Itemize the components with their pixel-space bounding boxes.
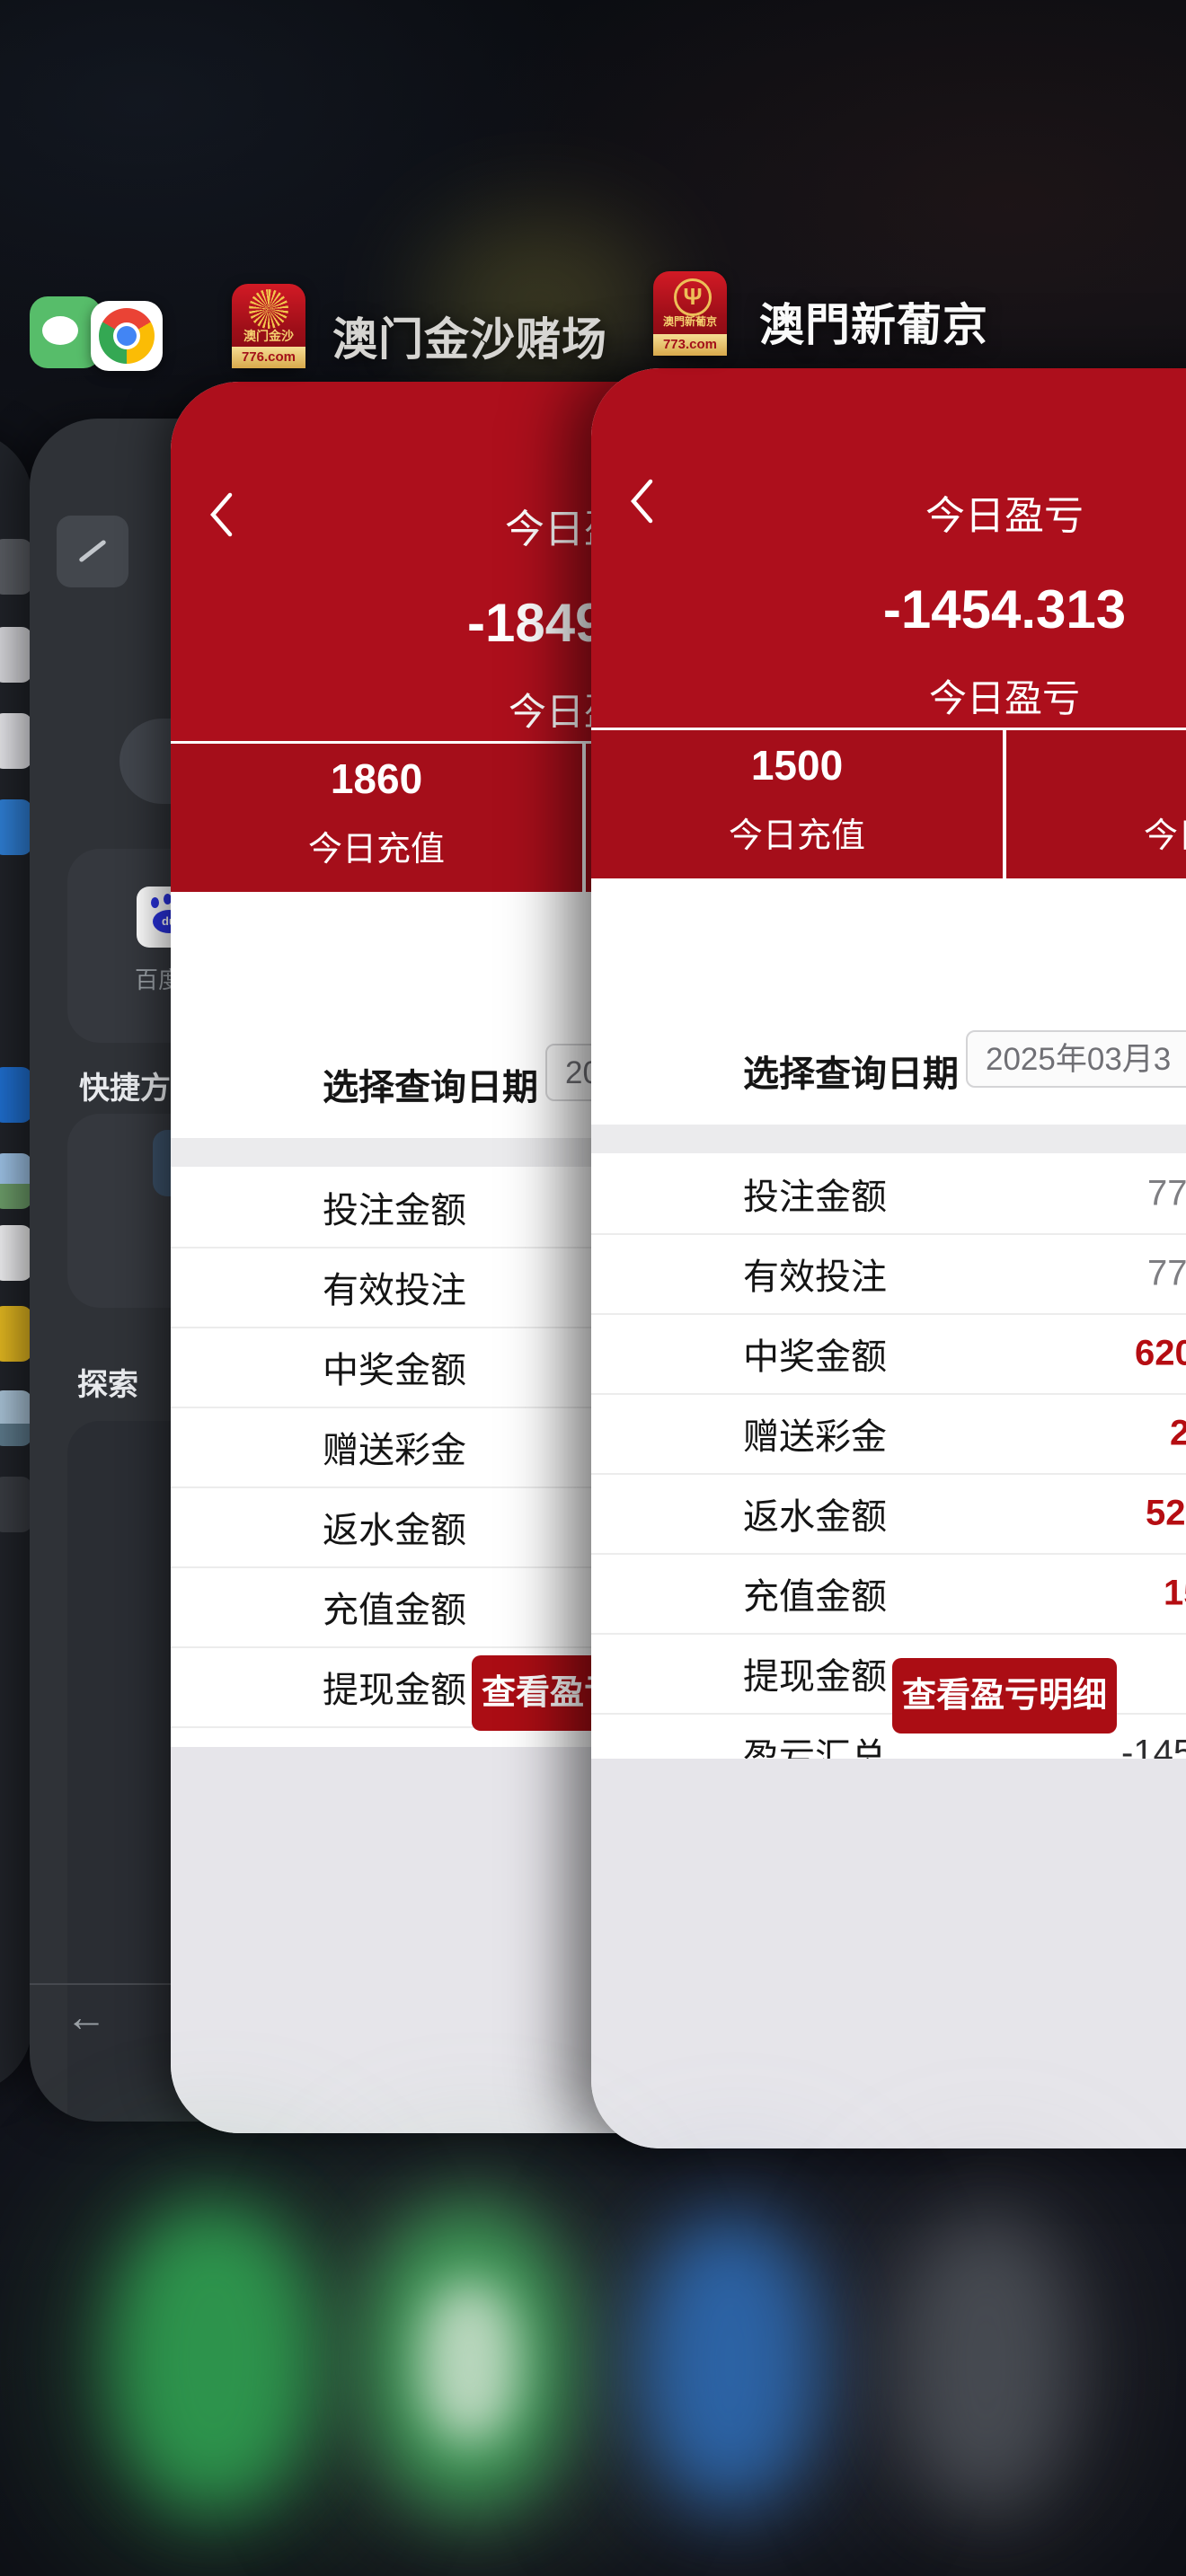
jinsha-icon-domain: 776.com xyxy=(232,347,305,368)
row-label: 有效投注 xyxy=(323,1270,466,1310)
app-card-strip[interactable] xyxy=(0,431,32,2093)
baidu-icon xyxy=(151,897,159,908)
wallpaper-glow xyxy=(422,216,656,386)
report-header: 今日盈亏 -1454.313 今日盈亏 1500 今日充值 今日提现 xyxy=(591,368,1186,878)
chrome-app-icon[interactable] xyxy=(91,301,163,371)
recharge-label: 今日充值 xyxy=(728,817,865,855)
row-label: 提现金额 xyxy=(743,1656,887,1697)
row-label: 充值金额 xyxy=(743,1576,887,1617)
recharge-value: 1500 xyxy=(750,742,844,789)
recharge-label: 今日充值 xyxy=(307,831,445,869)
xinpujing-app-icon[interactable]: Ψ 澳門新葡京 773.com xyxy=(653,271,727,356)
row-value: 77 xyxy=(1147,1253,1186,1292)
date-picker-label: 选择查询日期 xyxy=(743,1054,959,1094)
xinpujing-icon-domain: 773.com xyxy=(653,334,727,356)
row-label: 返水金额 xyxy=(323,1510,466,1550)
row-label: 充值金额 xyxy=(323,1590,466,1630)
mini-app-icon xyxy=(0,1306,32,1362)
mini-app-icon xyxy=(0,1477,32,1532)
back-chevron-icon[interactable] xyxy=(629,478,654,529)
wechat-bubble-icon xyxy=(42,316,78,345)
row-label: 投注金额 xyxy=(743,1177,887,1217)
mini-app-icon xyxy=(0,799,32,855)
mini-app-icon xyxy=(0,627,32,683)
stats-divider xyxy=(1003,730,1006,878)
dock-icon-green[interactable] xyxy=(112,2205,314,2510)
dock-icon-green-2-center xyxy=(420,2281,519,2443)
mini-app-icon xyxy=(0,1390,32,1446)
recharge-value: 1860 xyxy=(330,755,423,802)
chrome-logo-icon xyxy=(99,308,155,364)
row-label: 有效投注 xyxy=(743,1257,887,1297)
row-label: 赠送彩金 xyxy=(323,1430,466,1470)
edit-shortcuts-button[interactable] xyxy=(57,516,128,587)
row-label: 提现金额 xyxy=(323,1670,466,1710)
date-picker-input[interactable]: 2025年03月3 xyxy=(966,1030,1186,1088)
mini-app-icon xyxy=(0,713,32,769)
explore-heading: 探索 xyxy=(77,1368,138,1402)
profit-value: -1849 xyxy=(467,593,606,653)
row-label: 中奖金额 xyxy=(743,1337,887,1377)
row-value: 15 xyxy=(1164,1573,1186,1612)
date-picker-label: 选择查询日期 xyxy=(323,1068,538,1107)
stats-divider xyxy=(582,744,586,892)
row-label: 赠送彩金 xyxy=(743,1416,887,1457)
chrome-logo-icon xyxy=(117,326,137,346)
app-card-xinpujing[interactable]: 今日盈亏 -1454.313 今日盈亏 1500 今日充值 今日提现 选择查询日… xyxy=(591,368,1186,2148)
row-label: 中奖金额 xyxy=(323,1350,466,1390)
sunburst-icon xyxy=(249,289,288,329)
mini-app-icon xyxy=(0,1067,32,1123)
xinpujing-card-title: 澳門新葡京 xyxy=(759,300,988,350)
jinsha-app-icon[interactable]: 澳门金沙 776.com xyxy=(232,284,305,368)
row-value: 2 xyxy=(1170,1413,1186,1452)
withdraw-label: 今日提现 xyxy=(1143,817,1186,855)
mini-app-icon xyxy=(0,539,32,595)
row-value: 52 xyxy=(1146,1493,1186,1532)
profit-value: -1454.313 xyxy=(882,579,1127,640)
xinpujing-icon-text: 澳門新葡京 xyxy=(662,315,717,328)
back-chevron-icon[interactable] xyxy=(208,491,234,543)
dock-icon-blue[interactable] xyxy=(642,2219,818,2506)
browser-back-icon[interactable]: ← xyxy=(66,1993,107,2040)
row-label: 返水金额 xyxy=(743,1496,887,1537)
jinsha-icon-text: 澳门金沙 xyxy=(243,329,294,343)
mini-app-icon xyxy=(0,1225,32,1281)
row-value: 620 xyxy=(1135,1333,1186,1372)
mini-app-icon xyxy=(0,1153,32,1209)
page-title: 今日盈亏 xyxy=(925,494,1084,538)
row-value: 77 xyxy=(1147,1173,1186,1213)
pencil-icon xyxy=(78,539,107,563)
row-label: 投注金额 xyxy=(323,1190,466,1231)
jinsha-card-title: 澳门金沙赌场 xyxy=(332,314,607,365)
baidu-icon xyxy=(164,894,172,904)
report-body xyxy=(591,876,1186,1759)
section-gap xyxy=(591,1125,1186,1153)
view-profit-detail-button[interactable]: 查看盈亏明细 xyxy=(892,1658,1117,1734)
stats-band: 1500 今日充值 今日提现 xyxy=(591,728,1186,878)
card-footer-area xyxy=(591,1759,1186,2148)
lotus-emblem-icon: Ψ xyxy=(674,278,712,316)
wechat-app-icon[interactable] xyxy=(30,296,102,368)
profit-caption: 今日盈亏 xyxy=(928,677,1080,719)
dock-icon-gray[interactable] xyxy=(903,2219,1069,2506)
